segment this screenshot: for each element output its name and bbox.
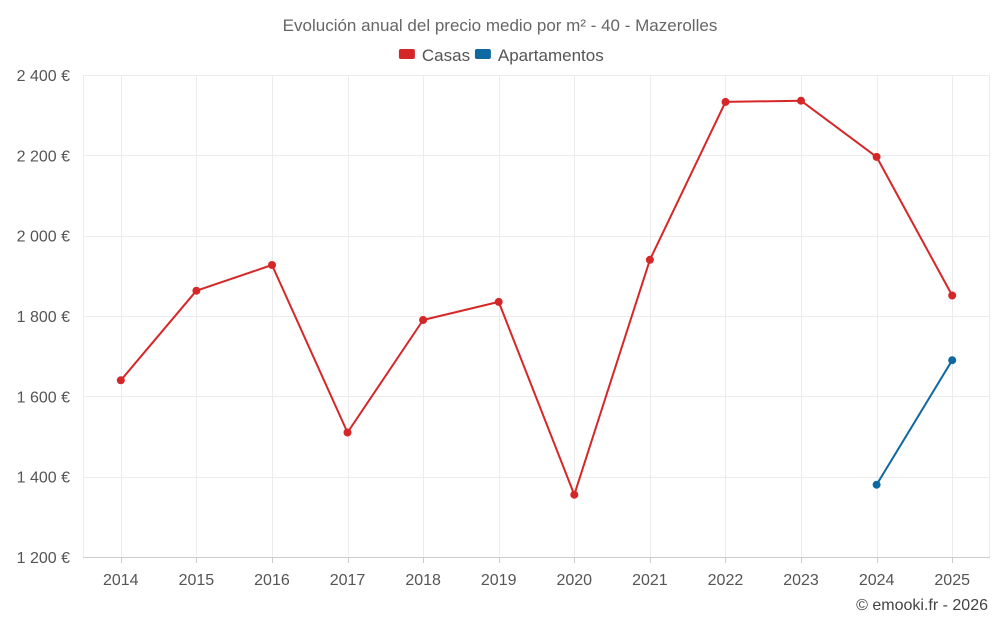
x-tick-label: 2022 (708, 572, 744, 589)
grid (83, 75, 990, 558)
series-group (116, 96, 957, 499)
legend-item[interactable]: Casas (398, 46, 470, 65)
y-tick-label: 1 200 € (17, 550, 70, 567)
data-point[interactable] (645, 255, 654, 264)
data-point[interactable] (797, 96, 805, 105)
x-tick-label: 2024 (859, 572, 895, 589)
data-point[interactable] (570, 490, 579, 499)
x-tick-label: 2020 (556, 572, 592, 589)
x-tick-label: 2018 (405, 572, 441, 589)
legend-item[interactable]: Apartamentos (474, 46, 604, 65)
data-point[interactable] (192, 286, 201, 295)
series-apartamentos (872, 356, 957, 489)
x-tick-label: 2017 (330, 572, 366, 589)
x-tick-label: 2015 (179, 572, 215, 589)
y-tick-label: 2 400 € (17, 68, 70, 85)
data-point[interactable] (872, 480, 881, 489)
x-tick-label: 2021 (632, 572, 668, 589)
x-tick-label: 2019 (481, 572, 517, 589)
chart-title: Evolución anual del precio medio por m² … (283, 16, 718, 35)
data-point[interactable] (494, 297, 503, 306)
x-tick-label: 2016 (254, 572, 290, 589)
data-point[interactable] (948, 356, 957, 365)
legend[interactable]: Casas Apartamentos (398, 46, 604, 65)
legend-swatch (474, 49, 491, 59)
y-tick-label: 1 600 € (17, 389, 70, 406)
y-tick-label: 1 400 € (17, 470, 70, 487)
data-point[interactable] (872, 152, 881, 161)
series-line (120, 99, 954, 496)
series-casas (116, 96, 957, 499)
y-tick-label: 2 200 € (17, 148, 70, 165)
y-tick-label: 2 000 € (17, 229, 70, 246)
y-tick-label: 1 800 € (17, 309, 70, 326)
data-point[interactable] (419, 316, 428, 324)
legend-label: Casas (422, 46, 470, 65)
data-point[interactable] (268, 261, 276, 269)
x-axis: 2014 2015 2016 2017 2018 2019 2020 2021 2022 2023… (103, 557, 970, 589)
data-point[interactable] (721, 97, 730, 106)
credit-text: © emooki.fr - 2026 (856, 597, 988, 614)
data-point[interactable] (116, 376, 125, 385)
x-tick-label: 2014 (103, 572, 139, 589)
legend-label: Apartamentos (498, 46, 604, 65)
series-line (875, 359, 954, 486)
x-tick-label: 2025 (934, 572, 970, 589)
data-point[interactable] (948, 291, 957, 300)
x-tick-label: 2023 (783, 572, 819, 589)
legend-swatch (398, 49, 415, 59)
data-point[interactable] (343, 428, 352, 437)
y-axis: 1 200 € 1 400 € 1 600 € 1 800 € 2 000 € 2 200… (17, 68, 70, 567)
